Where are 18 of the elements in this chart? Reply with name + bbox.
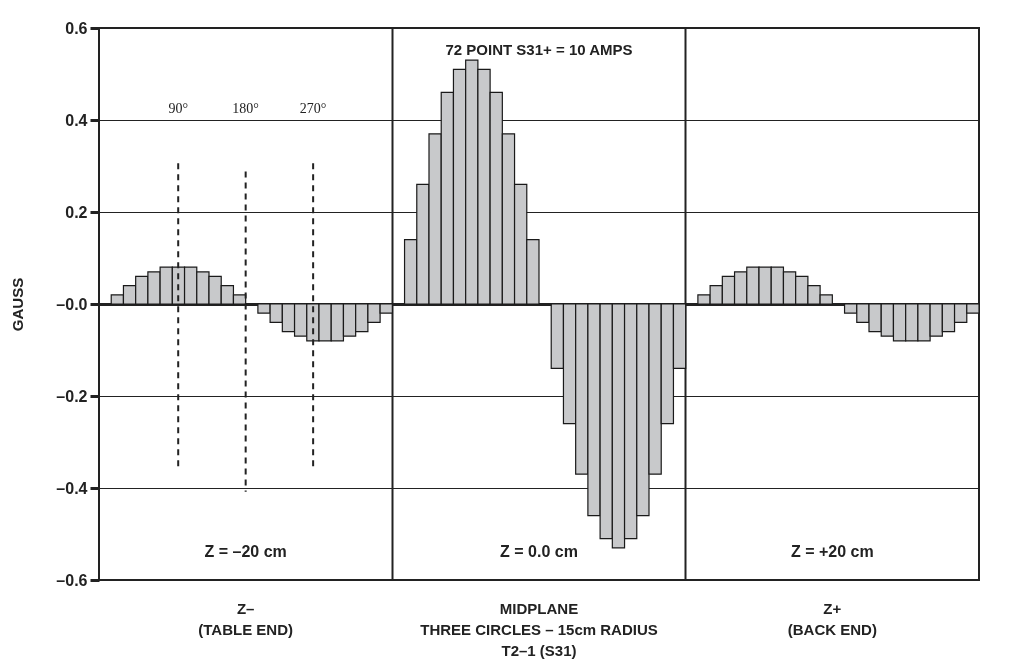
y-tick-label: 0.4 [65,111,88,129]
y-tick-label: –0.0 [56,295,88,313]
y-tick-label: –0.6 [56,571,88,589]
text: Z+ (BACK END) [787,600,877,638]
text: Z– (TABLE END) [198,600,294,638]
y-tick-label: 0.2 [65,203,88,221]
annotation: Z = 0.0 cm [500,543,578,560]
y-tick-label: –0.2 [56,387,88,405]
annotation: 90° [168,101,188,117]
annotation: Z = +20 cm [790,543,874,560]
y-tick-label: 0.6 [65,19,88,37]
annotation: Z = –20 cm [204,543,287,560]
y-axis-title: GAUSS [9,277,27,332]
text: MIDPLANE THREE CIRCLES – 15cm RADIUS T2–1 (S31) [420,600,658,659]
text: 72 POINT S31+ = 10 AMPS [445,41,633,58]
y-tick-label: –0.4 [56,479,88,497]
annotation: 270° [299,101,327,117]
annotation: 180° [232,101,259,117]
